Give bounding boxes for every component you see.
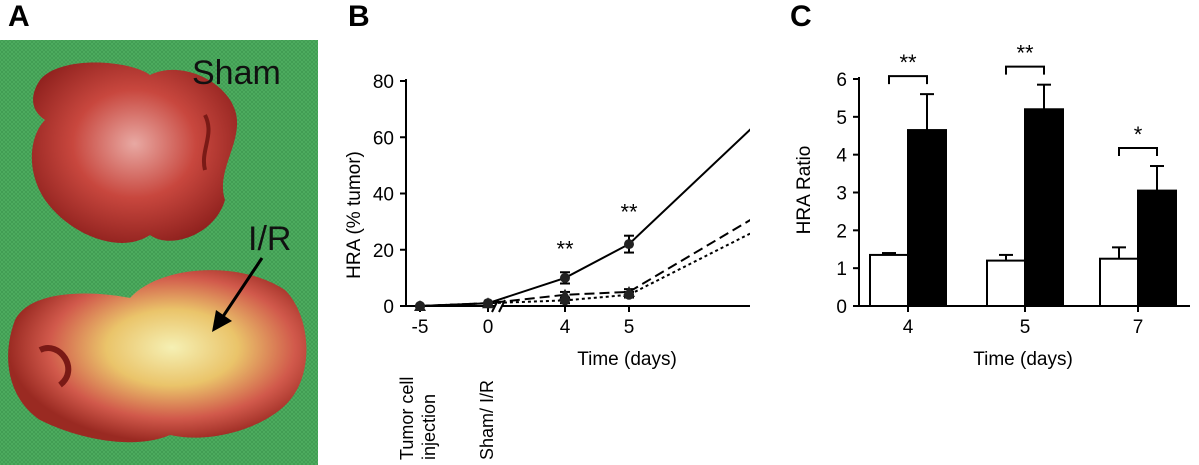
tick-labels: 0 1 2 3 4 5 6 4 5 7 bbox=[836, 70, 1143, 338]
arrow-line bbox=[220, 257, 264, 319]
x-tick-label: 5 bbox=[624, 317, 635, 338]
significance-label: * bbox=[1134, 122, 1143, 147]
bar-0 bbox=[1099, 257, 1139, 307]
y-tick-label: 0 bbox=[383, 297, 394, 318]
panel-label-b: B bbox=[348, 0, 370, 33]
panel-label-a: A bbox=[8, 0, 30, 33]
significance-marks: ***** bbox=[556, 200, 638, 262]
sham-lung bbox=[31, 62, 238, 243]
significance-bracket bbox=[888, 75, 928, 85]
x-axis-label: Time (days) bbox=[973, 349, 1073, 370]
x-tick-label: 4 bbox=[560, 317, 571, 338]
ir-label: I/R bbox=[248, 220, 291, 258]
bar-1 bbox=[1024, 108, 1064, 308]
y-tick-label: 0 bbox=[836, 297, 847, 318]
bars bbox=[869, 83, 1177, 308]
y-tick-label: 6 bbox=[836, 70, 847, 91]
y-tick-label: 5 bbox=[836, 108, 847, 129]
y-tick-label: 60 bbox=[373, 128, 394, 149]
significance-label: ** bbox=[620, 200, 638, 225]
x-tick-label: -5 bbox=[412, 317, 429, 338]
y-tick-label: 1 bbox=[836, 259, 847, 280]
event-label-tumor-injection: Tumor cell injection bbox=[397, 377, 439, 460]
data-point bbox=[560, 272, 570, 283]
data-point bbox=[483, 298, 493, 309]
arrow-head-icon bbox=[212, 310, 232, 332]
y-tick-label: 20 bbox=[373, 241, 394, 262]
panel-label-c: C bbox=[790, 0, 812, 33]
bar-0 bbox=[986, 259, 1026, 308]
significance-bracket bbox=[1005, 65, 1045, 75]
y-tick-label: 2 bbox=[836, 221, 847, 242]
lung-photograph: Sham I/R bbox=[0, 40, 318, 465]
bar-1 bbox=[907, 129, 947, 307]
y-tick-label: 80 bbox=[373, 72, 394, 93]
series-line-0 bbox=[419, 128, 750, 307]
ir-lung bbox=[8, 270, 307, 443]
significance-label: ** bbox=[1016, 41, 1034, 66]
significance-marks: ***** bbox=[888, 41, 1158, 157]
y-tick-label: 3 bbox=[836, 184, 847, 205]
bar-1 bbox=[1137, 189, 1177, 308]
series bbox=[414, 128, 750, 311]
y-tick-label: 4 bbox=[836, 146, 847, 167]
y-axis-label: HRA (% tumor) bbox=[344, 151, 365, 279]
series-line-1 bbox=[419, 218, 750, 307]
x-tick-label: 4 bbox=[903, 317, 914, 338]
x-tick-label: 0 bbox=[483, 317, 494, 338]
y-tick-label: 40 bbox=[373, 185, 394, 206]
significance-label: ** bbox=[899, 50, 917, 75]
bar-0 bbox=[869, 253, 909, 308]
data-point bbox=[560, 295, 570, 306]
axes bbox=[400, 79, 750, 313]
x-tick-label: 7 bbox=[1133, 317, 1144, 338]
data-point bbox=[624, 289, 634, 300]
x-tick-label: 5 bbox=[1020, 317, 1031, 338]
data-point bbox=[415, 301, 425, 311]
significance-bracket bbox=[1118, 147, 1158, 157]
sham-label: Sham bbox=[192, 54, 281, 92]
y-axis-label: HRA Ratio bbox=[794, 146, 815, 235]
event-label-sham-ir: Sham/ I/R bbox=[477, 380, 497, 460]
significance-label: ** bbox=[556, 236, 574, 261]
data-point bbox=[624, 239, 634, 250]
x-axis-label: Time (days) bbox=[577, 349, 677, 370]
